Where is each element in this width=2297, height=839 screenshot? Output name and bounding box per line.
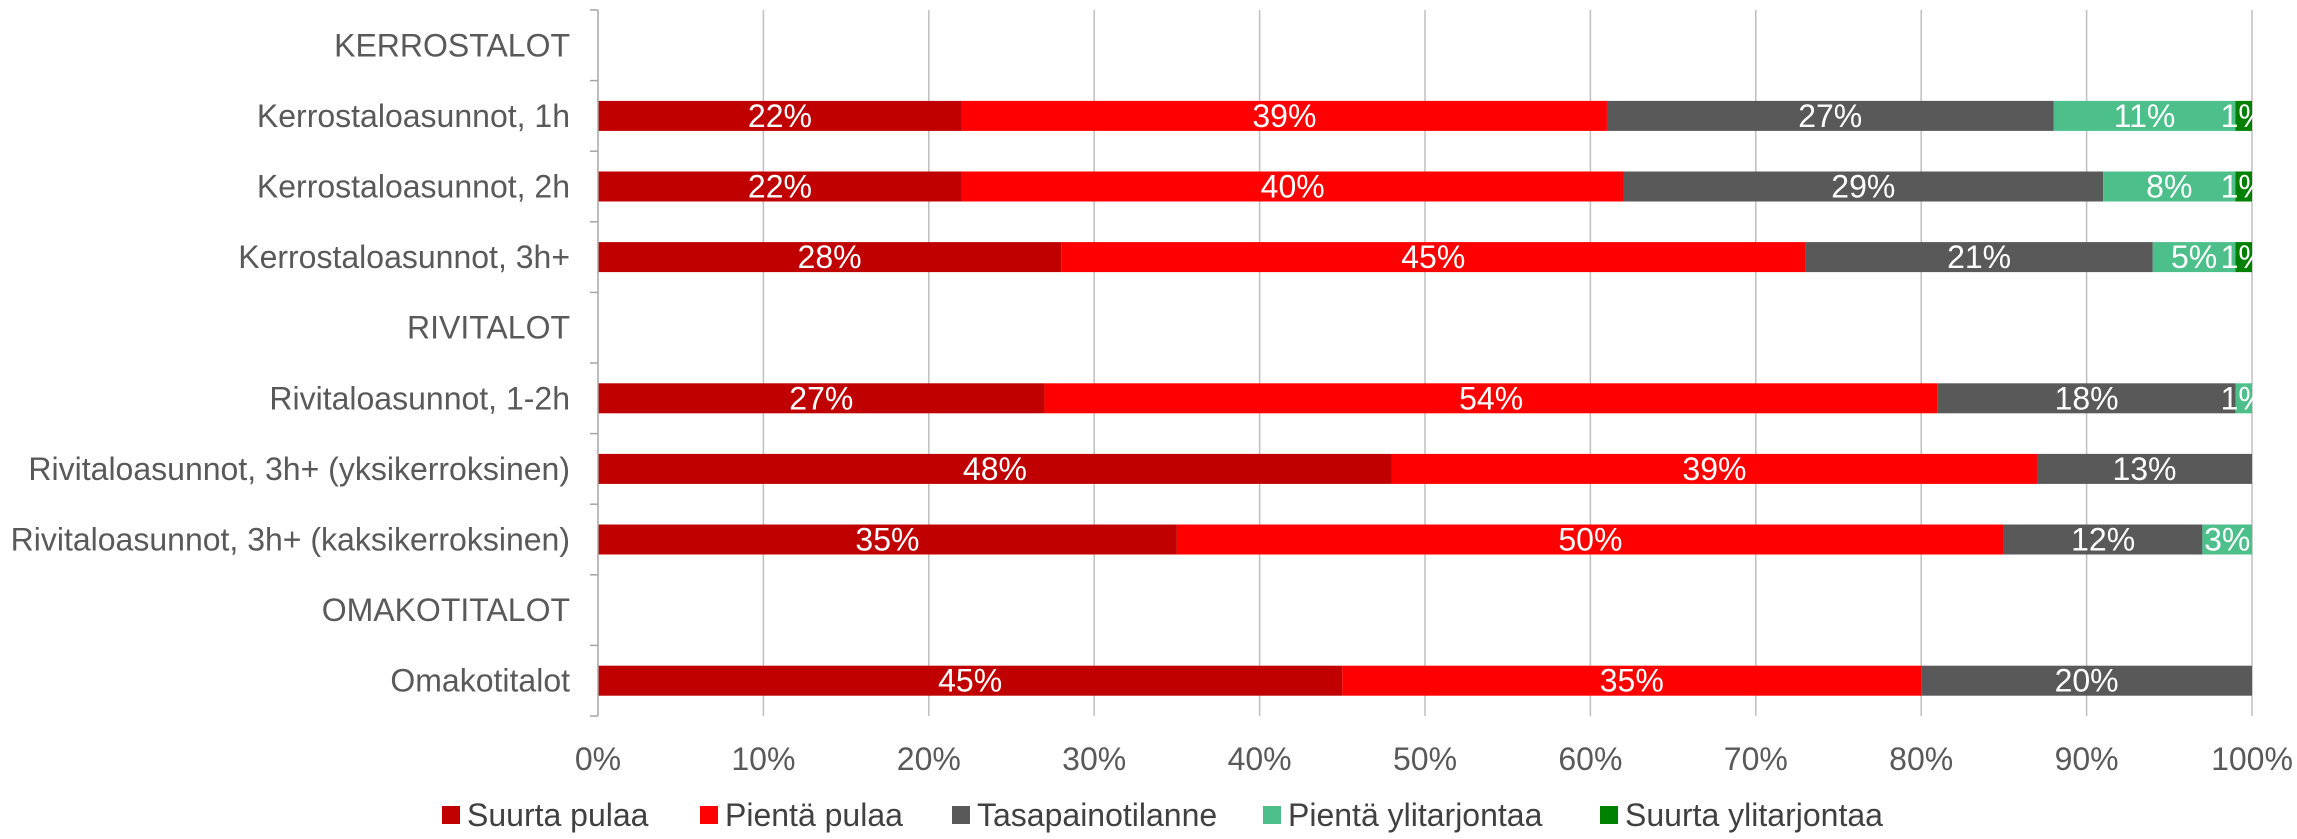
data-label: 8% [2146,169,2192,205]
data-label: 39% [1252,98,1316,134]
x-tick-label: 60% [1558,741,1622,777]
x-tick-label: 30% [1062,741,1126,777]
bar-segment [598,453,1392,484]
bar-segment [1391,453,2037,484]
category-label: Omakotitalot [390,663,570,699]
bar-segment [1342,665,1922,696]
bar-segment [1937,383,2236,414]
bar-segment [598,242,1062,273]
bar-segment [1044,383,1938,414]
x-tick-label: 40% [1228,741,1292,777]
bar-segment [598,383,1045,414]
category-label: RIVITALOT [407,310,570,346]
x-tick-label: 80% [1889,741,1953,777]
data-label: 40% [1261,169,1325,205]
legend-swatch [952,806,970,824]
data-label: 45% [938,663,1002,699]
bar-segment [961,100,1607,131]
category-label: Rivitaloasunnot, 3h+ (yksikerroksinen) [28,451,570,487]
bar-segment [598,665,1343,696]
bar-segment [598,171,962,202]
data-label: 27% [1798,98,1862,134]
data-label: 35% [855,522,919,558]
category-label: Kerrostaloasunnot, 1h [257,98,570,134]
bar-segment [1921,665,2252,696]
data-label: 1% [2221,380,2267,416]
legend-entry: Pientä ylitarjontaa [1288,797,1543,833]
bar-segment [2152,242,2236,273]
legend: Suurta pulaa Pientä pulaa Tasapainotilanne… [442,797,1883,833]
bar-segment [1623,171,2104,202]
x-tick-label: 0% [575,741,621,777]
axes [590,9,599,717]
bar-segment [2235,242,2252,273]
bars: 22% 39% 27% 11% 1%22% 40% 29% 8% 1%28% 45% 21% 5% 1%… [598,98,2267,699]
bar-segment [2053,100,2236,131]
category-labels: KERROSTALOT Kerrostaloasunnot, 1h Kerrosta… [11,27,570,698]
x-tick-label: 70% [1724,741,1788,777]
data-label: 48% [963,451,1027,487]
bar-segment [1061,242,1806,273]
x-tick-label: 20% [897,741,961,777]
bar-segment [2003,524,2203,555]
legend-entry: Tasapainotilanne [977,797,1217,833]
x-tick-label: 90% [2055,741,2119,777]
data-label: 54% [1459,380,1523,416]
data-label: 29% [1831,169,1895,205]
data-label: 11% [2114,98,2176,134]
data-label: 22% [748,169,812,205]
legend-swatch [442,806,460,824]
x-tick-label: 100% [2211,741,2293,777]
bar-segment [598,100,962,131]
data-label: 5% [2171,239,2217,275]
data-label: 28% [798,239,862,275]
data-label: 18% [2055,380,2119,416]
category-label: OMAKOTITALOT [322,592,570,628]
bar-segment [2235,383,2252,414]
legend-entry: Suurta pulaa [467,797,649,833]
bar-segment [1606,100,2054,131]
bar-segment [598,524,1177,555]
category-label: Rivitaloasunnot, 1-2h [269,380,570,416]
bar-segment [961,171,1624,202]
legend-entry: Pientä pulaa [725,797,903,833]
category-label: Rivitaloasunnot, 3h+ (kaksikerroksinen) [11,522,570,558]
data-label: 20% [2055,663,2119,699]
x-tick-label: 10% [731,741,795,777]
bar-segment [1176,524,2004,555]
data-label: 22% [748,98,812,134]
legend-entry: Suurta ylitarjontaa [1625,797,1883,833]
x-tick-labels: 0% 10% 20% 30% 40% 50% 60% 70% 80% 90% 100% [575,741,2293,777]
data-label: 12% [2071,522,2135,558]
bar-segment [2036,453,2252,484]
data-label: 27% [789,380,853,416]
legend-swatch [1600,806,1618,824]
legend-swatch [1263,806,1281,824]
data-label: 21% [1947,239,2011,275]
data-label: 35% [1600,663,1664,699]
bar-segment [2235,171,2252,202]
category-label: Kerrostaloasunnot, 2h [257,169,570,205]
data-label: 45% [1401,239,1465,275]
category-label: KERROSTALOT [334,27,570,63]
bar-segment [1805,242,2153,273]
x-tick-label: 50% [1393,741,1457,777]
bar-segment [2235,100,2252,131]
data-label: 1% [2221,169,2267,205]
data-label: 39% [1682,451,1746,487]
data-label: 50% [1558,522,1622,558]
data-label: 1% [2221,239,2267,275]
category-label: Kerrostaloasunnot, 3h+ [238,239,570,275]
legend-swatch [700,806,718,824]
bar-segment [2202,524,2252,555]
data-label: 3% [2204,522,2250,558]
data-label: 1% [2221,98,2267,134]
bar-segment [2103,171,2236,202]
data-label: 13% [2112,451,2176,487]
